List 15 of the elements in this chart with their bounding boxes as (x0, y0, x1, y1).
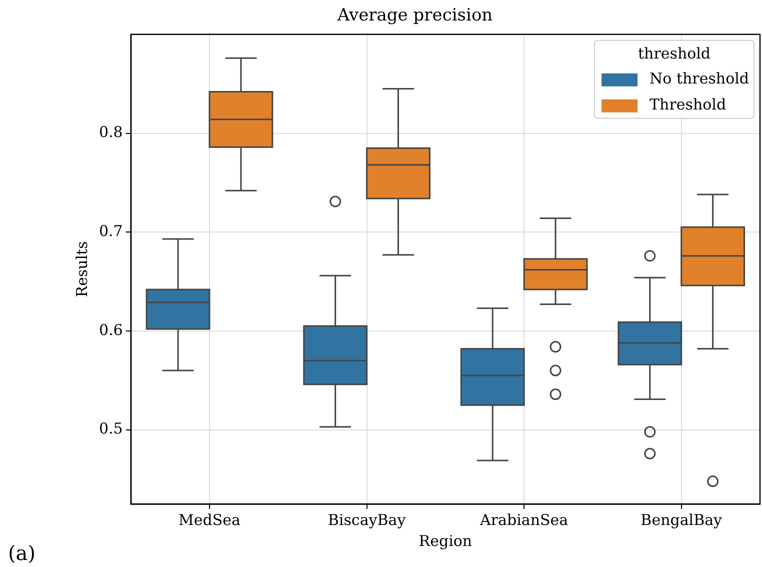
x-tick-label: MedSea (178, 510, 241, 529)
text: (a) (8, 541, 36, 566)
x-axis-title: Region (418, 532, 472, 550)
legend-label: No threshold (650, 69, 750, 88)
y-tick-label: 0.5 (98, 420, 123, 438)
x-tick-label: BengalBay (640, 510, 723, 529)
legend-title: threshold (638, 44, 711, 62)
y-axis-title: Results (72, 241, 91, 298)
y-tick-label: 0.6 (98, 320, 123, 339)
x-tick-label: ArabianSea (479, 510, 568, 529)
chart-title: Average precision (336, 6, 493, 26)
y-tick-label: 0.7 (98, 222, 123, 240)
y-tick-label: 0.8 (98, 123, 123, 142)
legend-label: Threshold (650, 95, 726, 114)
x-tick-label: BiscayBay (328, 510, 406, 529)
